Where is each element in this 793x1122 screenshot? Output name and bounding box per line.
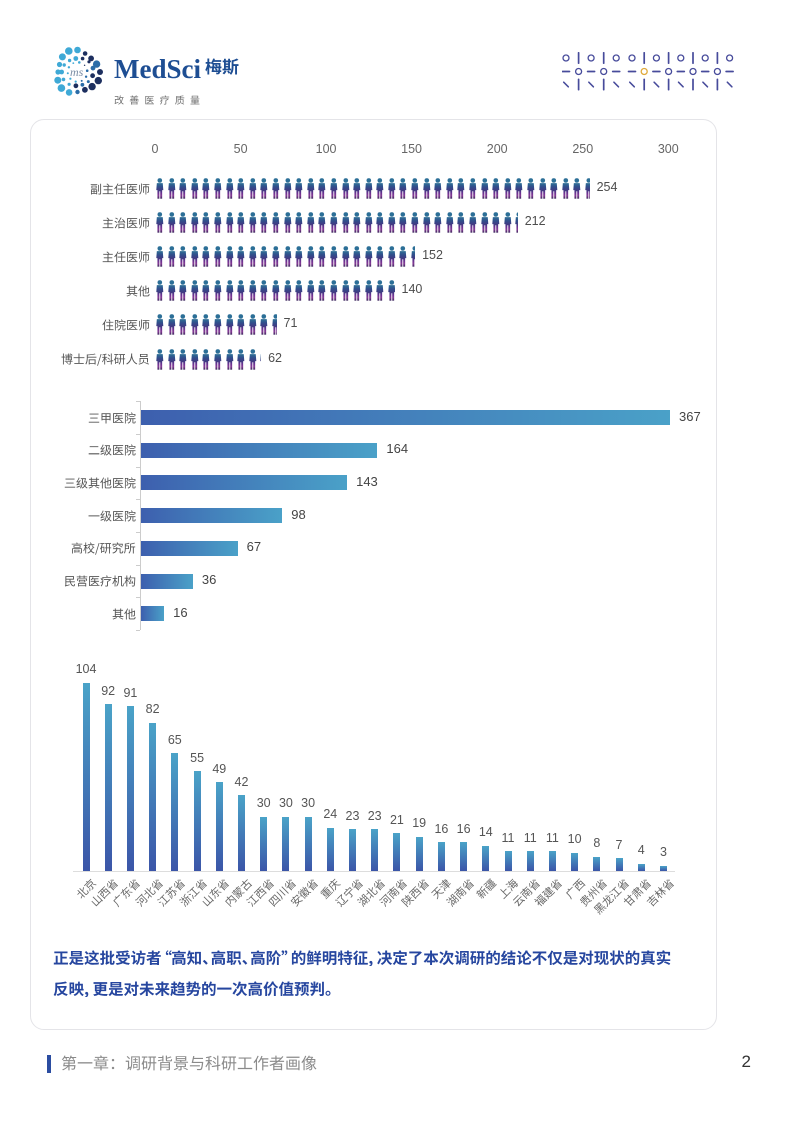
svg-text:MedSci: MedSci [114,54,201,84]
svg-text:ms: ms [70,65,84,79]
